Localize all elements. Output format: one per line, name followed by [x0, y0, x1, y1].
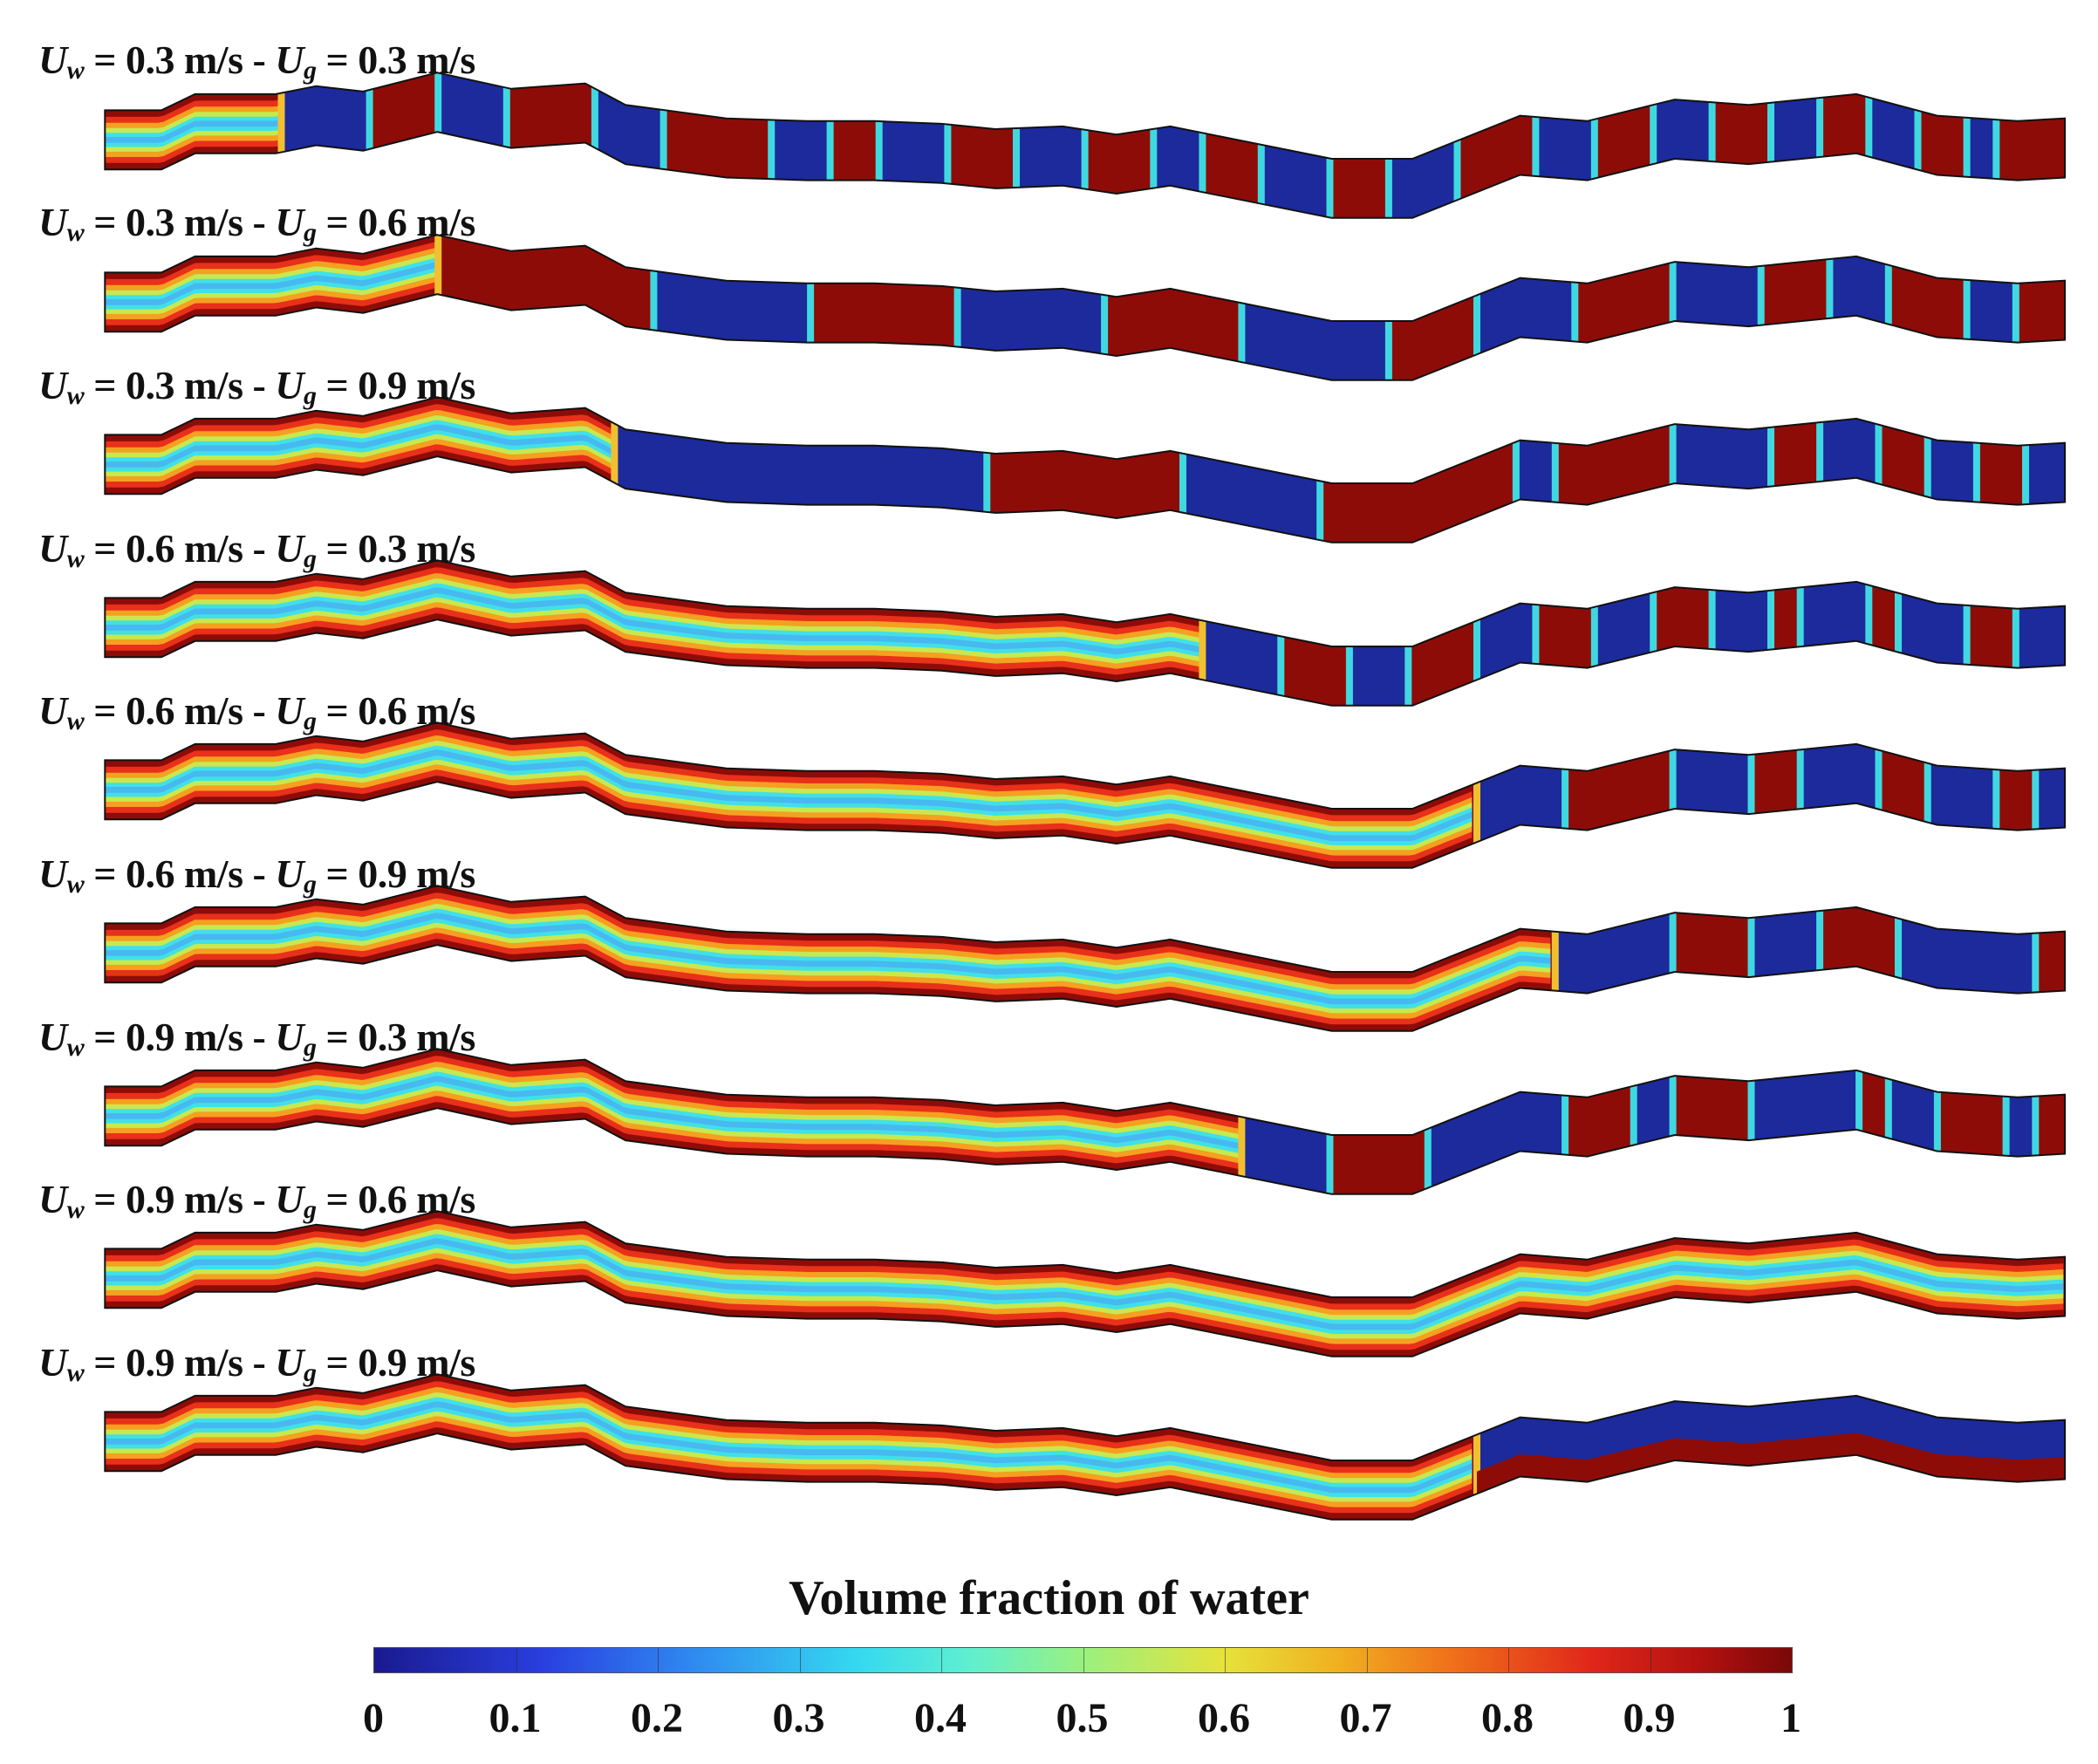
colorbar-tick-mark: [1083, 1648, 1084, 1672]
colorbar-tick-label: 0.2: [631, 1695, 683, 1741]
panel-label-5: Uw = 0.6 m/s - Ug = 0.6 m/s: [38, 688, 475, 735]
colorbar-tick-mark: [1650, 1648, 1651, 1672]
channel-outline-3: [104, 396, 2066, 544]
colorbar: [373, 1647, 1793, 1673]
ug-subscript: g: [304, 381, 317, 410]
colorbar-tick-mark: [1225, 1648, 1226, 1672]
panel-label-4: Uw = 0.6 m/s - Ug = 0.3 m/s: [38, 526, 475, 573]
colorbar-tick-mark: [516, 1648, 517, 1672]
colorbar-tick-label: 0.4: [914, 1695, 967, 1741]
uw-subscript: w: [66, 544, 85, 573]
uw-symbol: U: [38, 200, 67, 244]
channel-outline-2: [104, 234, 2066, 381]
uw-subscript: w: [66, 707, 85, 735]
ug-subscript: g: [304, 707, 317, 735]
ug-subscript: g: [304, 870, 317, 899]
uw-symbol: U: [38, 363, 67, 407]
colorbar-tick-label: 0.8: [1481, 1695, 1534, 1741]
ug-symbol: U: [275, 851, 304, 896]
ug-symbol: U: [275, 38, 304, 82]
colorbar-title: Volume fraction of water: [789, 1571, 1309, 1625]
colorbar-tick-mark: [941, 1648, 942, 1672]
ug-subscript: g: [304, 56, 317, 85]
uw-subscript: w: [66, 1195, 85, 1224]
uw-subscript: w: [66, 1033, 85, 1062]
colorbar-tick-label: 0: [363, 1695, 384, 1741]
uw-symbol: U: [38, 688, 67, 733]
ug-symbol: U: [275, 526, 304, 571]
uw-subscript: w: [66, 56, 85, 85]
ug-value: 0.6: [358, 688, 407, 733]
uw-symbol: U: [38, 526, 67, 571]
uw-value: 0.3: [125, 38, 175, 82]
colorbar-tick-label: 0.9: [1623, 1695, 1676, 1741]
ug-subscript: g: [304, 544, 317, 573]
ug-subscript: g: [304, 1033, 317, 1062]
ug-symbol: U: [275, 688, 304, 733]
ug-value: 0.3: [358, 1015, 407, 1059]
uw-subscript: w: [66, 870, 85, 899]
channel-outline-4: [104, 559, 2066, 707]
colorbar-tick-label: 0.3: [772, 1695, 825, 1741]
ug-value: 0.3: [358, 38, 407, 82]
channel-outline-7: [104, 1048, 2066, 1195]
ug-value: 0.3: [358, 526, 407, 571]
panel-label-9: Uw = 0.9 m/s - Ug = 0.9 m/s: [38, 1340, 475, 1387]
channel-outline-8: [104, 1210, 2066, 1357]
panel-label-3: Uw = 0.3 m/s - Ug = 0.9 m/s: [38, 363, 475, 410]
channel-outline-6: [104, 885, 2066, 1032]
uw-symbol: U: [38, 1340, 67, 1385]
ug-symbol: U: [275, 1177, 304, 1221]
ug-subscript: g: [304, 1358, 317, 1387]
colorbar-tick-label: 1: [1780, 1695, 1801, 1741]
uw-symbol: U: [38, 851, 67, 896]
uw-subscript: w: [66, 218, 85, 247]
uw-value: 0.9: [125, 1177, 175, 1221]
ug-symbol: U: [275, 1340, 304, 1385]
channel-outline-5: [104, 721, 2066, 869]
panel-label-6: Uw = 0.6 m/s - Ug = 0.9 m/s: [38, 851, 475, 899]
uw-symbol: U: [38, 38, 67, 82]
panel-label-2: Uw = 0.3 m/s - Ug = 0.6 m/s: [38, 200, 475, 247]
colorbar-tick-mark: [1366, 1648, 1368, 1672]
colorbar-tick-label: 0.7: [1339, 1695, 1392, 1741]
ug-value: 0.6: [358, 200, 407, 244]
uw-value: 0.9: [125, 1340, 175, 1385]
channel-contour-8: [105, 1211, 2065, 1357]
panel-label-8: Uw = 0.9 m/s - Ug = 0.6 m/s: [38, 1177, 475, 1224]
ug-symbol: U: [275, 1015, 304, 1059]
channel-outline-1: [104, 72, 2066, 219]
uw-value: 0.3: [125, 363, 175, 407]
colorbar-tick-label: 0.5: [1056, 1695, 1109, 1741]
ug-symbol: U: [275, 200, 304, 244]
uw-subscript: w: [66, 381, 85, 410]
ug-value: 0.6: [358, 1177, 407, 1221]
uw-value: 0.6: [125, 526, 175, 571]
ug-value: 0.9: [358, 363, 407, 407]
panel-label-7: Uw = 0.9 m/s - Ug = 0.3 m/s: [38, 1015, 475, 1062]
uw-subscript: w: [66, 1358, 85, 1387]
uw-value: 0.3: [125, 200, 175, 244]
ug-symbol: U: [275, 363, 304, 407]
ug-value: 0.9: [358, 1340, 407, 1385]
colorbar-tick-mark: [1508, 1648, 1509, 1672]
panel-label-1: Uw = 0.3 m/s - Ug = 0.3 m/s: [38, 38, 475, 85]
colorbar-tick-label: 0.6: [1198, 1695, 1250, 1741]
colorbar-tick-mark: [658, 1648, 659, 1672]
uw-symbol: U: [38, 1015, 67, 1059]
channel-outline-9: [104, 1373, 2066, 1521]
colorbar-tick-mark: [799, 1648, 801, 1672]
uw-value: 0.6: [125, 688, 175, 733]
uw-symbol: U: [38, 1177, 67, 1221]
ug-subscript: g: [304, 218, 317, 247]
ug-subscript: g: [304, 1195, 317, 1224]
ug-value: 0.9: [358, 851, 407, 896]
colorbar-tick-label: 0.1: [489, 1695, 542, 1741]
uw-value: 0.9: [125, 1015, 175, 1059]
uw-value: 0.6: [125, 851, 175, 896]
